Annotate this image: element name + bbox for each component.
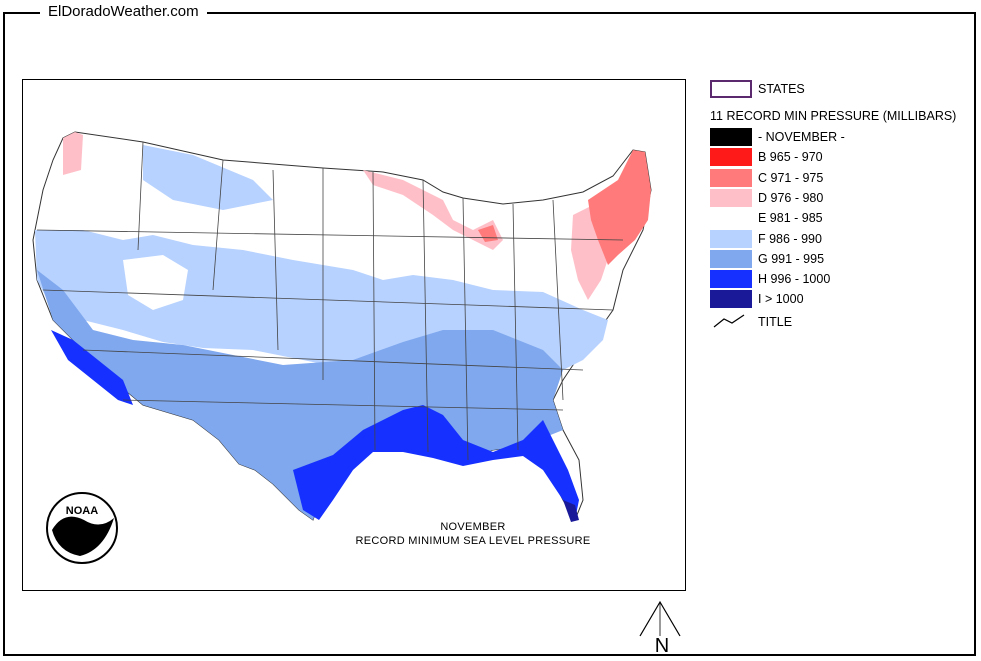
legend-swatch <box>710 270 752 289</box>
legend-swatch <box>710 128 752 146</box>
legend-class-label: H 996 - 1000 <box>758 272 831 287</box>
legend-swatch <box>710 168 752 187</box>
legend-class-label: I > 1000 <box>758 292 804 307</box>
legend-class-row: H 996 - 1000 <box>710 270 981 289</box>
legend-class-row: B 965 - 970 <box>710 148 981 167</box>
legend-class-label: F 986 - 990 <box>758 231 822 246</box>
legend-class-label: - NOVEMBER - <box>758 130 845 144</box>
legend-class-row: D 976 - 980 <box>710 188 981 207</box>
legend-class-row: C 971 - 975 <box>710 168 981 187</box>
legend-layer-title: 11 RECORD MIN PRESSURE (MILLIBARS) <box>710 109 957 123</box>
legend-swatch <box>710 229 752 248</box>
legend-class-row: G 991 - 995 <box>710 249 981 268</box>
caption-title: RECORD MINIMUM SEA LEVEL PRESSURE <box>355 535 591 547</box>
state-lines <box>36 141 624 461</box>
zone-f-north <box>143 145 273 210</box>
legend-class-label: G 991 - 995 <box>758 251 825 266</box>
legend-title-label: TITLE <box>758 315 793 329</box>
caption-month: NOVEMBER <box>440 521 506 533</box>
legend-class-row: - NOVEMBER - <box>710 128 981 146</box>
title-line-icon <box>713 314 745 328</box>
legend-class-row: F 986 - 990 <box>710 229 981 248</box>
legend-swatch <box>710 290 752 309</box>
legend-class-row: E 981 - 985 <box>710 209 981 228</box>
site-title: ElDoradoWeather.com <box>40 3 207 21</box>
legend-swatch <box>710 188 752 207</box>
zone-h-california <box>51 330 133 405</box>
zone-c-northeast <box>588 150 651 265</box>
legend-class-label: C 971 - 975 <box>758 170 824 185</box>
map-caption: NOVEMBER RECORD MINIMUM SEA LEVEL PRESSU… <box>323 520 623 548</box>
noaa-logo: NOAA <box>44 490 120 571</box>
noaa-text: NOAA <box>66 505 98 517</box>
north-label: N <box>655 635 669 656</box>
north-arrow: N <box>636 596 686 661</box>
legend-class-label: E 981 - 985 <box>758 211 823 226</box>
outer-frame <box>3 12 976 656</box>
legend-class-label: D 976 - 980 <box>758 190 824 205</box>
legend-states-label: STATES <box>758 82 805 96</box>
zone-d-lakes <box>363 170 503 250</box>
legend-class-row: I > 1000 <box>710 290 981 309</box>
zone-d-washington <box>63 132 83 175</box>
zone-g-south <box>37 270 563 520</box>
states-swatch <box>710 80 752 98</box>
zone-h-gulf <box>293 405 579 520</box>
map-panel: NOVEMBER RECORD MINIMUM SEA LEVEL PRESSU… <box>22 79 686 591</box>
legend-title-row: TITLE <box>710 313 981 331</box>
zone-e-utah <box>123 255 188 310</box>
legend-states-row: STATES <box>710 80 981 98</box>
legend-swatch <box>710 148 752 167</box>
zone-i-florida <box>563 500 579 522</box>
legend-swatch <box>710 249 752 268</box>
legend-swatch <box>710 209 752 228</box>
legend-class-label: B 965 - 970 <box>758 150 823 165</box>
us-pressure-map <box>32 131 652 522</box>
